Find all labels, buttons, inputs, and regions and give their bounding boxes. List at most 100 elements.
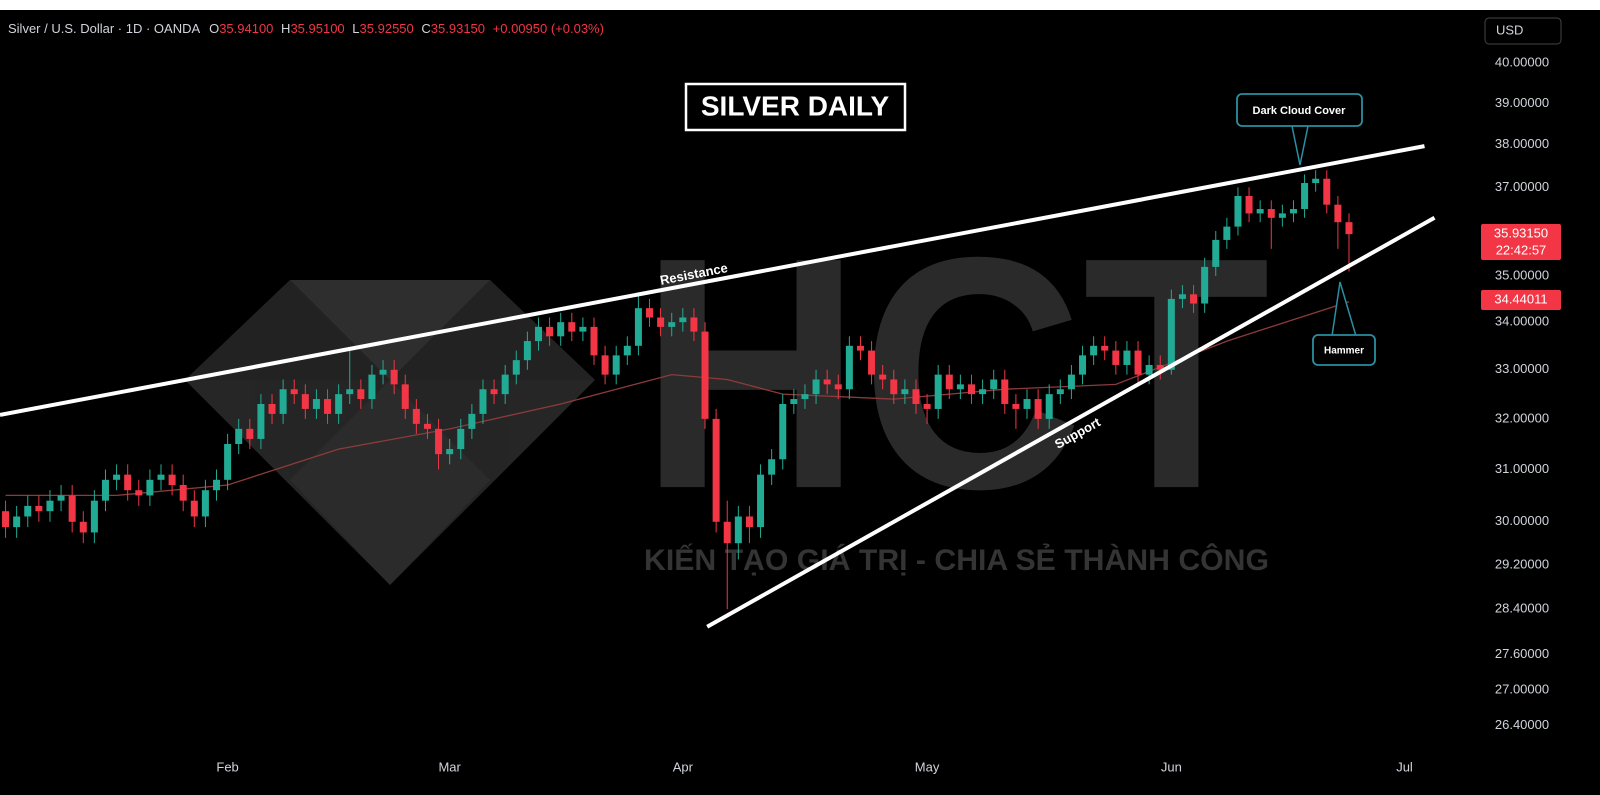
candle-body [923,403,931,409]
candle-body [401,384,409,409]
watermark-slogan: KIẾN TẠO GIÁ TRỊ - CHIA SẺ THÀNH CÔNG [644,543,1269,577]
plot [0,144,1436,629]
x-tick-label: Feb [216,759,238,774]
candle-body [1045,394,1053,419]
callout-hammer: Hammer [1324,346,1364,357]
candle-body [35,505,43,512]
low-label: L [352,21,359,36]
header: Silver / U.S. Dollar · 1D · OANDA O35.94… [8,21,604,36]
watermark: HCT KIẾN TẠO GIÁ TRỊ - CHIA SẺ THÀNH CÔN… [185,188,1270,585]
close-value: 35.93150 [431,21,485,36]
candle-body [834,384,842,390]
candle-body [879,374,887,380]
candle-body [512,360,520,375]
high-label: H [281,21,290,36]
candle-body [423,423,431,429]
y-tick-label: 28.40000 [1495,601,1549,616]
candle-body [1067,374,1075,390]
candle-body [801,394,809,400]
y-tick-label: 27.00000 [1495,681,1549,696]
candle-body [890,379,898,395]
candle-body [601,355,609,375]
close-label: C [421,21,430,36]
candle-body [1123,350,1131,365]
trendline [0,144,1425,417]
candle-body [690,317,698,332]
candle-body [390,369,398,385]
candle-body [634,308,642,346]
candle-body [901,389,909,395]
open-label: O [209,21,219,36]
last-price-box [1481,224,1561,260]
candle-body [1301,183,1309,210]
candle-body [235,428,243,444]
candle-body [590,326,598,356]
high-value: 35.95100 [290,21,344,36]
candle-body [768,459,776,475]
y-tick-label: 39.00000 [1495,95,1549,110]
candle-body [468,413,476,429]
y-tick-label: 29.20000 [1495,556,1549,571]
candle-body [1334,204,1342,223]
candle-body [1145,364,1153,375]
candle-body [712,418,720,522]
candle-body [1156,364,1164,370]
candle-body [668,322,676,327]
currency-box[interactable] [1484,17,1562,45]
candle-body [201,490,209,517]
candle-body [412,408,420,424]
candle-body [1012,403,1020,409]
candle-body [812,379,820,395]
candle-body [213,479,221,491]
candle-body [990,379,998,390]
low-value: 35.92550 [360,21,414,36]
candle-body [723,521,731,544]
candle-body [1234,195,1242,227]
candle-body [1023,399,1031,409]
candle-body [379,369,387,375]
countdown: 22:42:57 [1496,242,1547,257]
candle-body [1345,222,1353,235]
candle-body [734,516,742,544]
candle-body [1289,209,1297,214]
candle-body [1178,294,1186,299]
candle-body [1034,399,1042,419]
candle-body [757,474,765,528]
symbol: Silver / U.S. Dollar · 1D · OANDA [8,21,200,36]
candle-body [1212,239,1220,267]
candle-body [1190,294,1198,304]
candle-body [779,403,787,460]
candle-body [679,317,687,323]
candle-body [257,403,265,439]
candle-body [90,500,98,533]
callout-box [1312,334,1376,366]
candle-body [856,345,864,351]
candle-body [146,479,154,496]
candle-body [335,394,343,414]
callout-box [1236,93,1363,127]
y-tick-label: 31.00000 [1495,461,1549,476]
candle-body [290,389,298,395]
watermark-logo: HCT [640,188,1270,557]
currency[interactable]: USD [1496,22,1523,37]
candle-body [934,374,942,409]
candle-body [46,500,54,512]
candle-body [301,394,309,409]
candle-body [646,308,654,318]
candle-body [101,479,109,501]
candle-body [1112,350,1120,365]
candle-body [1223,226,1231,240]
candle-body [312,399,320,409]
change: +0.00950 (+0.03%) [493,21,604,36]
candle-body [68,495,76,522]
candle-body [823,379,831,385]
x-tick-label: May [915,759,940,774]
candle-body [368,374,376,400]
title-box [684,82,907,132]
candle-body [24,505,32,517]
candle-body [13,516,21,528]
candle-body [979,389,987,395]
ma-price-box [1481,290,1561,310]
candle-body [446,449,454,455]
